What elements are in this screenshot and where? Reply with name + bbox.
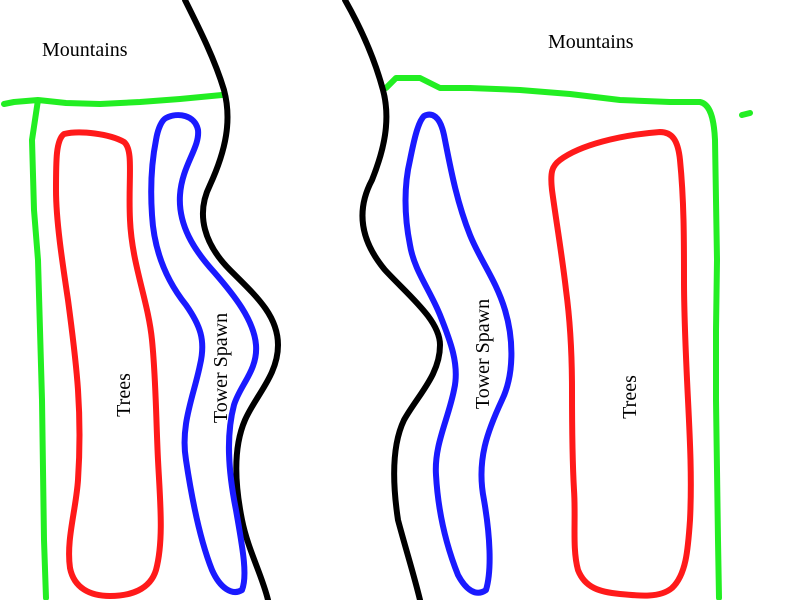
trees-label-left: Trees (113, 373, 135, 417)
path-edge-right (342, 0, 443, 600)
trees-outline-right (548, 129, 694, 599)
trees-outline-left (53, 129, 164, 599)
mountains-boundary-right (383, 75, 753, 600)
tower-spawn-outline-right (402, 111, 515, 596)
trees-label-right: Trees (619, 375, 641, 419)
mountains-label-right: Mountains (548, 31, 634, 53)
tower-spawn-label-left: Tower Spawn (210, 312, 232, 424)
path-edge-left (182, 0, 281, 600)
mountains-label-left: Mountains (42, 39, 128, 61)
tower-spawn-label-right: Tower Spawn (472, 298, 494, 410)
tower-spawn-outline-left (148, 112, 260, 595)
mountains-boundary-left (1, 92, 225, 600)
